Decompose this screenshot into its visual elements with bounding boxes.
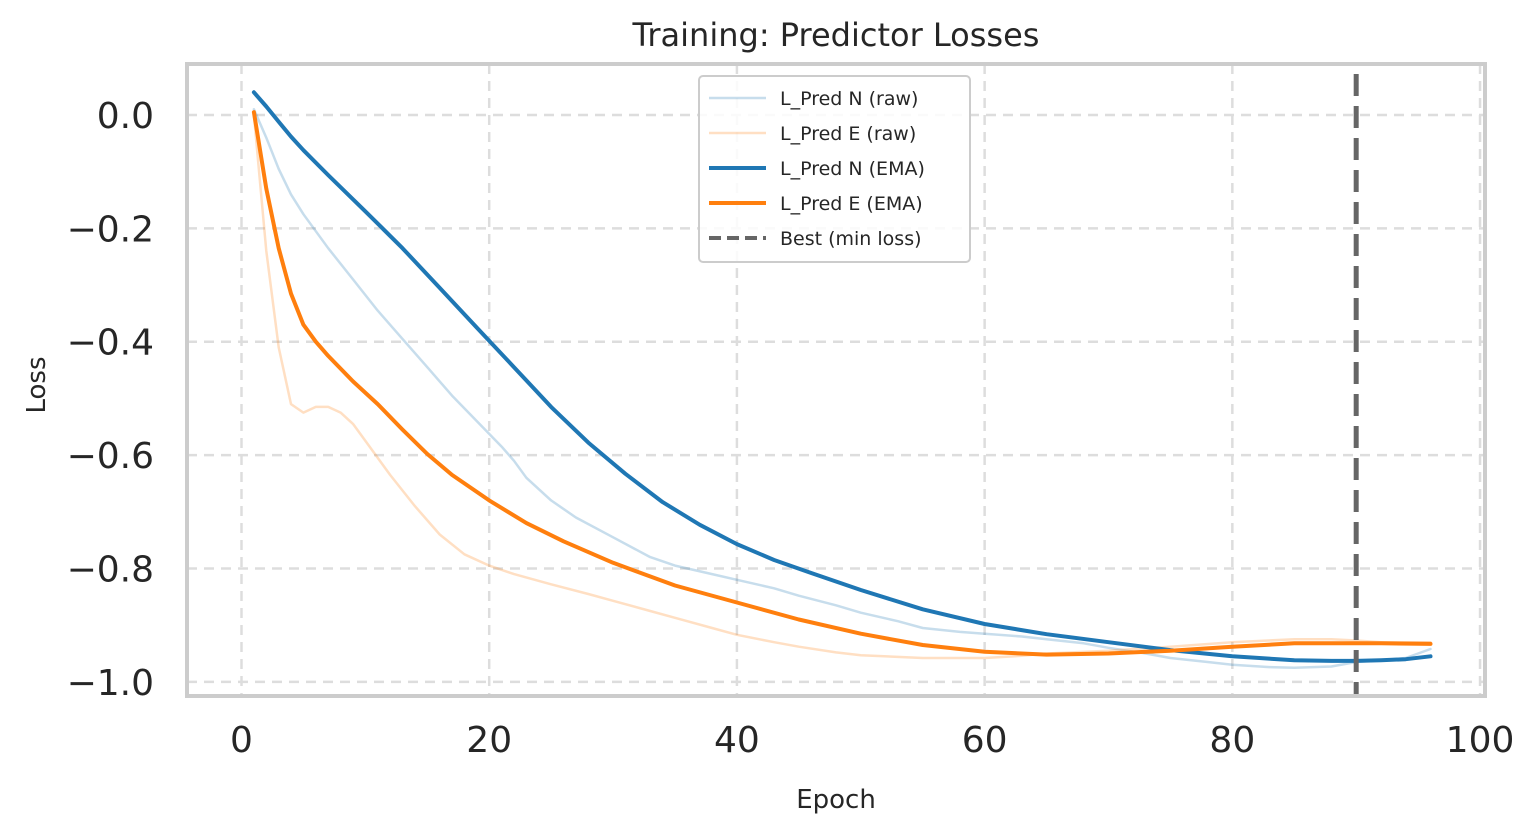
x-tick-label: 80 xyxy=(1209,720,1255,761)
series-line-l-pred-e-ema xyxy=(251,110,1433,657)
legend-label: Best (min loss) xyxy=(780,228,922,250)
y-tick-label: −0.6 xyxy=(67,436,154,477)
legend-label: L_Pred N (raw) xyxy=(780,88,918,110)
y-tick-label: −0.4 xyxy=(67,323,154,364)
series-line-l-pred-e-raw xyxy=(252,113,1432,660)
series-layer xyxy=(251,90,1433,669)
series-line-l-pred-n-raw xyxy=(252,108,1432,669)
plot-frame xyxy=(185,62,1487,698)
legend-box xyxy=(698,75,971,263)
legend-label: L_Pred E (raw) xyxy=(780,123,916,145)
x-tick-label: 60 xyxy=(962,720,1008,761)
y-tick-label: −1.0 xyxy=(67,663,154,704)
y-tick-label: −0.2 xyxy=(67,209,154,250)
legend: L_Pred N (raw) L_Pred E (raw) L_Pred N (EM… xyxy=(698,75,971,263)
tick-layer: 0 20 40 60 80 100 0.0 −0.2 −0.4 −0.6 −0.8 −1.0 xyxy=(67,96,1515,761)
chart-title: Training: Predictor Losses xyxy=(632,16,1040,54)
x-tick-label: 20 xyxy=(466,720,512,761)
series-line-l-pred-n-ema xyxy=(251,90,1433,663)
y-axis-label: Loss xyxy=(22,356,52,413)
y-tick-label: −0.8 xyxy=(67,549,154,590)
x-axis-label: Epoch xyxy=(796,785,876,815)
x-tick-label: 100 xyxy=(1446,720,1515,761)
x-tick-label: 0 xyxy=(230,720,253,761)
legend-label: L_Pred N (EMA) xyxy=(780,158,925,180)
y-tick-label: 0.0 xyxy=(97,96,154,137)
legend-label: L_Pred E (EMA) xyxy=(780,193,923,215)
x-tick-label: 40 xyxy=(714,720,760,761)
